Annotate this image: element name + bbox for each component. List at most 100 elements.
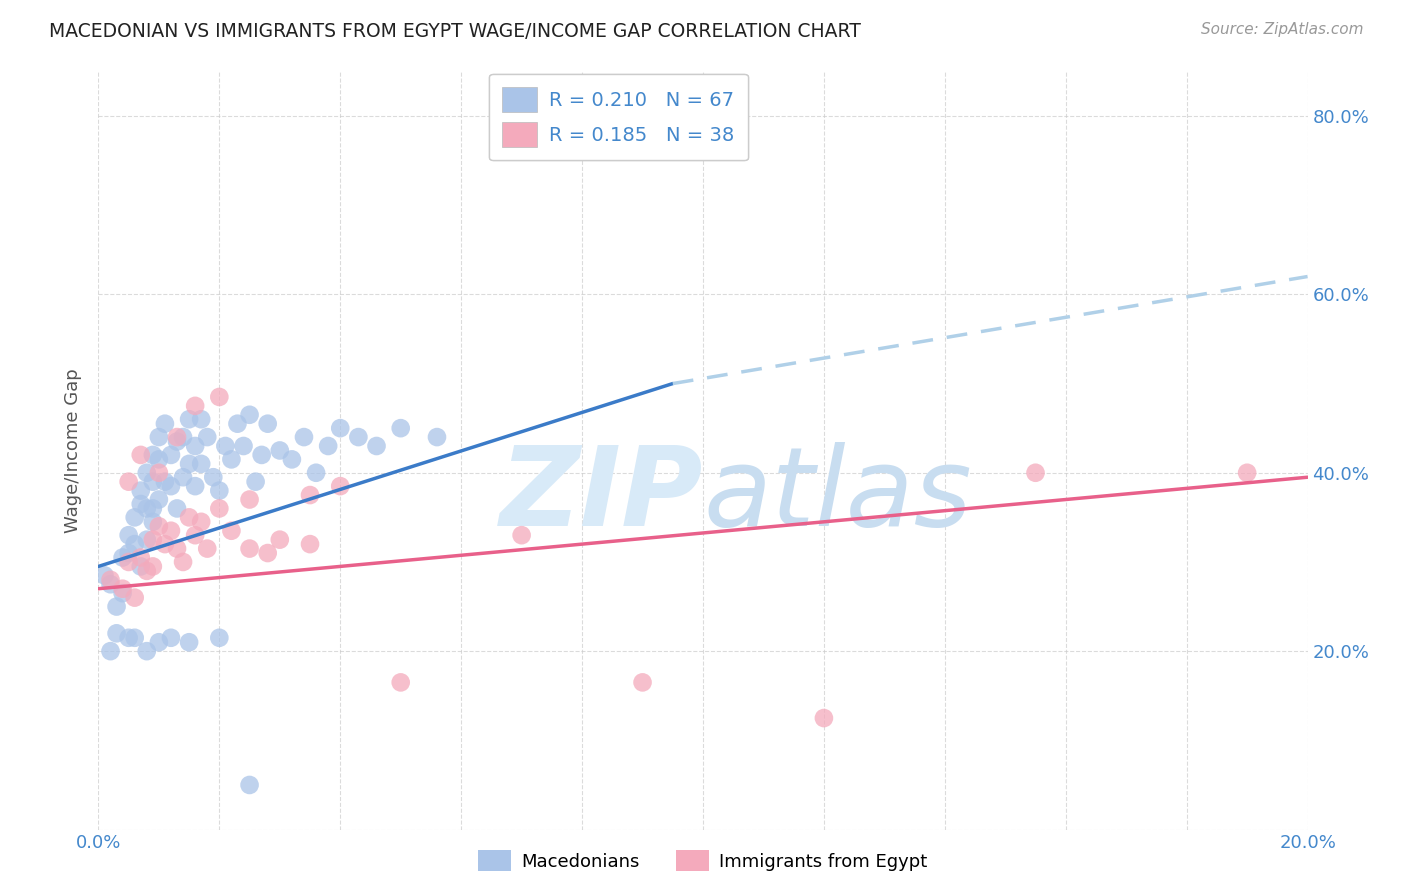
Point: [153, 475, 176, 489]
Point: [100, 577, 122, 591]
Point: [160, 524, 183, 538]
Point: [166, 541, 188, 556]
Point: [153, 417, 176, 431]
Point: [208, 631, 231, 645]
Point: [124, 537, 146, 551]
Point: [160, 479, 183, 493]
Point: [195, 541, 218, 556]
Point: [124, 591, 146, 605]
Point: [166, 501, 188, 516]
Point: [118, 546, 141, 560]
Point: [179, 412, 201, 426]
Point: [316, 439, 339, 453]
Point: [239, 408, 262, 422]
Legend: R = 0.210   N = 67, R = 0.185   N = 38: R = 0.210 N = 67, R = 0.185 N = 38: [489, 73, 748, 161]
Point: [305, 466, 328, 480]
Point: [292, 430, 315, 444]
Point: [105, 599, 128, 614]
Point: [153, 537, 176, 551]
Point: [135, 533, 157, 547]
Point: [184, 528, 207, 542]
Point: [124, 631, 146, 645]
Point: [111, 582, 134, 596]
Point: [179, 510, 201, 524]
Y-axis label: Wage/Income Gap: Wage/Income Gap: [65, 368, 83, 533]
Point: [160, 448, 183, 462]
Text: MACEDONIAN VS IMMIGRANTS FROM EGYPT WAGE/INCOME GAP CORRELATION CHART: MACEDONIAN VS IMMIGRANTS FROM EGYPT WAGE…: [49, 22, 860, 41]
Point: [179, 635, 201, 649]
Point: [329, 421, 352, 435]
Point: [195, 430, 218, 444]
Point: [118, 528, 141, 542]
Point: [250, 448, 273, 462]
Point: [631, 675, 654, 690]
Point: [111, 550, 134, 565]
Text: Source: ZipAtlas.com: Source: ZipAtlas.com: [1201, 22, 1364, 37]
Point: [329, 479, 352, 493]
Point: [135, 644, 157, 658]
Text: ZIP: ZIP: [499, 442, 703, 549]
Point: [135, 466, 157, 480]
Point: [135, 501, 157, 516]
Point: [118, 631, 141, 645]
Point: [1024, 466, 1046, 480]
Point: [389, 421, 412, 435]
Point: [148, 519, 170, 533]
Point: [105, 626, 128, 640]
Point: [299, 488, 322, 502]
Point: [366, 439, 388, 453]
Point: [129, 483, 152, 498]
Point: [148, 635, 170, 649]
Point: [148, 430, 170, 444]
Point: [269, 443, 291, 458]
Point: [510, 528, 533, 542]
Point: [426, 430, 449, 444]
Point: [184, 399, 207, 413]
Point: [124, 510, 146, 524]
Point: [208, 483, 231, 498]
Point: [269, 533, 291, 547]
Point: [166, 434, 188, 449]
Point: [239, 778, 262, 792]
Text: atlas: atlas: [703, 442, 972, 549]
Point: [172, 430, 194, 444]
Point: [245, 475, 267, 489]
Point: [281, 452, 304, 467]
Point: [118, 475, 141, 489]
Point: [100, 573, 122, 587]
Point: [93, 568, 115, 582]
Point: [190, 515, 212, 529]
Point: [1236, 466, 1258, 480]
Point: [256, 417, 278, 431]
Point: [232, 439, 254, 453]
Point: [184, 479, 207, 493]
Point: [160, 631, 183, 645]
Point: [148, 466, 170, 480]
Point: [135, 564, 157, 578]
Point: [221, 524, 243, 538]
Point: [813, 711, 835, 725]
Point: [190, 457, 212, 471]
Point: [184, 439, 207, 453]
Point: [202, 470, 225, 484]
Point: [221, 452, 243, 467]
Point: [179, 457, 201, 471]
Point: [142, 475, 165, 489]
Point: [148, 452, 170, 467]
Point: [239, 541, 262, 556]
Point: [239, 492, 262, 507]
Point: [389, 675, 412, 690]
Point: [129, 559, 152, 574]
Point: [226, 417, 249, 431]
Point: [166, 430, 188, 444]
Point: [208, 501, 231, 516]
Point: [118, 555, 141, 569]
Point: [172, 470, 194, 484]
Point: [100, 644, 122, 658]
Point: [142, 501, 165, 516]
Point: [142, 533, 165, 547]
Point: [299, 537, 322, 551]
Point: [347, 430, 370, 444]
Point: [142, 448, 165, 462]
Legend: Macedonians, Immigrants from Egypt: Macedonians, Immigrants from Egypt: [471, 843, 935, 879]
